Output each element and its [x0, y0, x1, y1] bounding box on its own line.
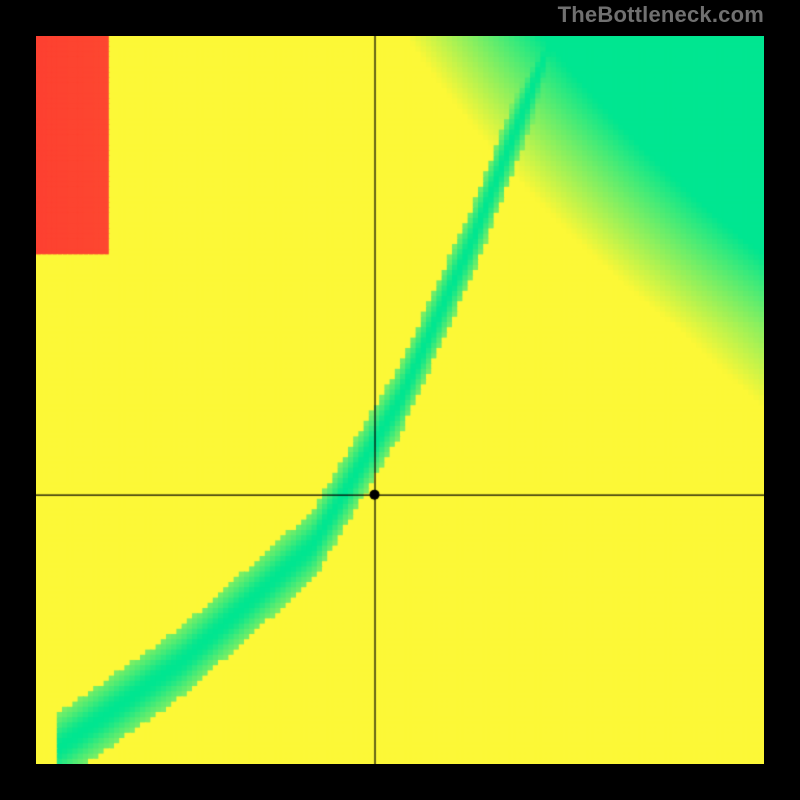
chart-container: TheBottleneck.com [0, 0, 800, 800]
crosshair-overlay [36, 36, 764, 764]
watermark-text: TheBottleneck.com [558, 2, 764, 28]
